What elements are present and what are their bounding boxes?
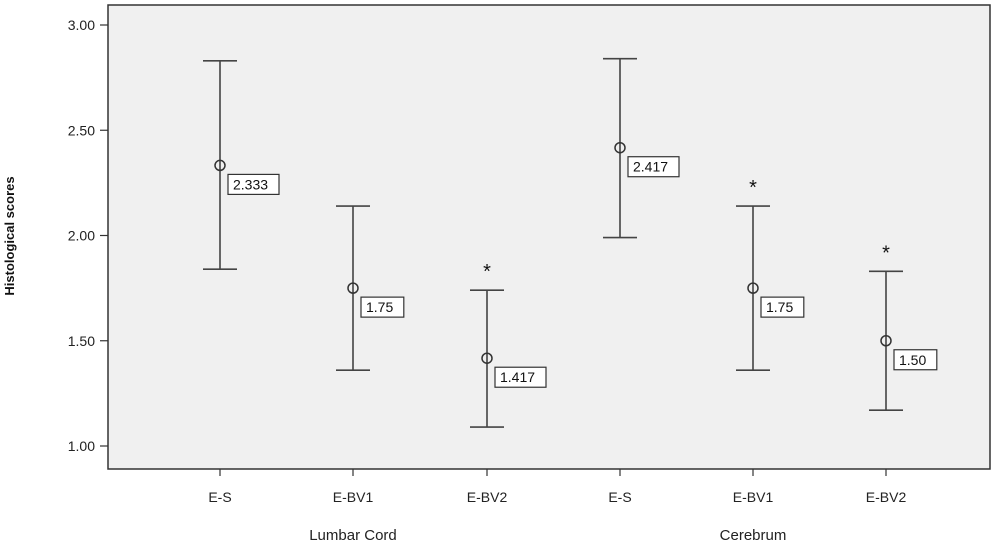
y-axis: 3.00 2.50 2.00 1.50 1.00 — [68, 17, 108, 454]
plot-area — [107, 4, 991, 470]
data-label-box — [760, 296, 805, 318]
x-tick-label: E-BV1 — [333, 489, 374, 505]
data-label-box — [893, 349, 938, 371]
y-axis-label: Histological scores — [2, 176, 17, 295]
data-label-box — [227, 173, 280, 196]
data-label-box — [360, 296, 405, 318]
mean-marker — [481, 352, 493, 364]
x-tick-label: E-S — [208, 489, 231, 505]
mean-marker — [880, 335, 892, 347]
data-label-box — [494, 366, 547, 388]
data-label: 2.333 — [233, 176, 268, 192]
y-tick-label: 1.50 — [68, 333, 95, 349]
x-axis: E-S E-BV1 E-BV2 E-S E-BV1 E-BV2 Lumbar Cord Cer… — [208, 469, 906, 542]
significance-marker: * — [882, 242, 890, 264]
group-label: Cerebrum — [720, 527, 787, 542]
group-label: Lumbar Cord — [309, 527, 397, 542]
significance-marker: * — [749, 177, 757, 199]
x-tick-label: E-BV1 — [733, 489, 774, 505]
mean-marker — [614, 141, 626, 154]
x-tick-label: E-S — [608, 489, 631, 505]
mean-marker — [214, 159, 226, 172]
mean-marker — [347, 282, 359, 294]
y-tick-label: 2.00 — [68, 228, 95, 244]
significance-marker: * — [483, 261, 491, 283]
data-label: 1.75 — [366, 299, 393, 315]
data-label-box — [627, 156, 680, 178]
data-label: 2.417 — [633, 159, 668, 175]
mean-marker — [747, 282, 759, 294]
x-tick-label: E-BV2 — [866, 489, 907, 505]
error-bars: 2.333 1.75 1.417 * 2.417 1.75 * 1.50 * — [203, 57, 938, 428]
data-label: 1.75 — [766, 299, 793, 315]
data-label: 1.50 — [899, 352, 926, 368]
y-tick-label: 1.00 — [68, 438, 95, 454]
y-tick-label: 2.50 — [68, 122, 95, 138]
y-tick-label: 3.00 — [68, 17, 95, 33]
data-label: 1.417 — [500, 369, 535, 385]
x-tick-label: E-BV2 — [467, 489, 508, 505]
